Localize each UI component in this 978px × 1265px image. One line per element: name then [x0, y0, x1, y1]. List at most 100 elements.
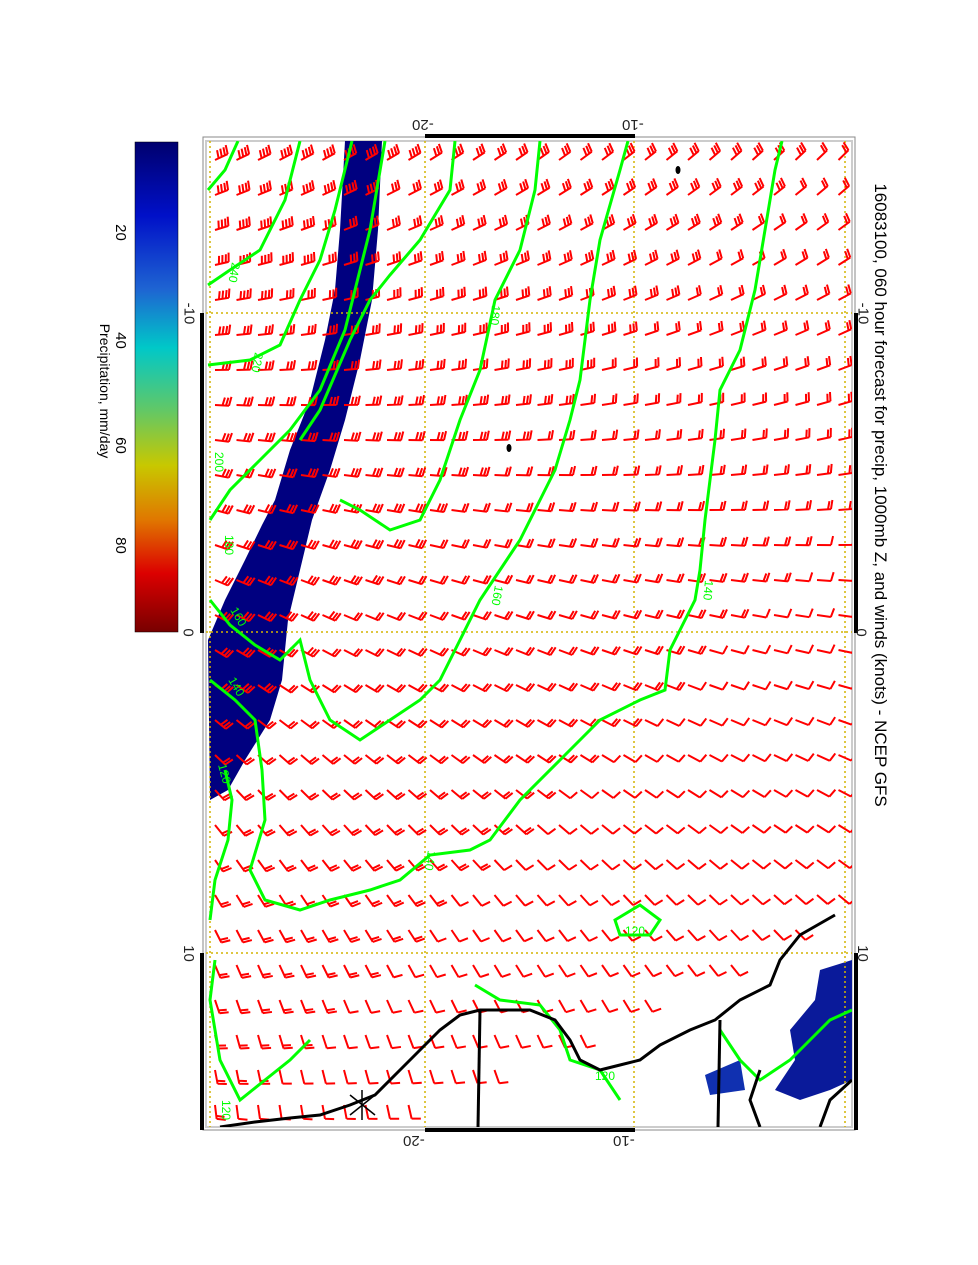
wind-barb — [236, 360, 254, 371]
wind-barb — [343, 859, 362, 872]
small-island-2 — [506, 444, 512, 452]
wind-barb — [687, 177, 701, 196]
wind-barb — [386, 611, 407, 622]
wind-barb — [472, 611, 492, 621]
wind-barb — [494, 358, 510, 371]
wind-barb — [494, 610, 514, 621]
wind-barb — [838, 355, 852, 371]
wind-barb — [773, 859, 793, 870]
wind-barb — [816, 824, 837, 834]
wind-barb — [235, 789, 255, 802]
wind-barb — [235, 1034, 250, 1050]
wind-barb — [451, 394, 468, 406]
wind-barb — [752, 536, 770, 547]
contour-label: 240 — [226, 261, 243, 283]
wind-barb — [537, 250, 552, 266]
wind-barb — [773, 824, 793, 834]
wind-barb — [838, 499, 852, 511]
wind-barb — [644, 964, 663, 978]
wind-barb — [537, 610, 557, 621]
wind-barb — [751, 142, 764, 161]
wind-barb — [644, 142, 657, 161]
wind-barb — [601, 178, 615, 196]
wind-barb — [235, 754, 255, 766]
wind-barb — [429, 789, 449, 800]
wind-barb — [730, 428, 747, 441]
wind-barb — [558, 929, 577, 943]
wind-barb — [623, 609, 643, 620]
wind-barb — [751, 789, 772, 798]
wind-barb — [773, 680, 793, 691]
wind-barb — [300, 1069, 314, 1085]
wind-barb — [451, 430, 469, 441]
wind-barb — [472, 824, 492, 836]
wind-barb — [257, 719, 277, 730]
wind-barb — [429, 322, 445, 336]
wind-barb — [364, 894, 383, 908]
wind-barb — [623, 717, 643, 728]
wind-barb — [408, 647, 428, 657]
wind-barb — [666, 357, 682, 371]
wind-barb — [795, 789, 815, 798]
wind-barb — [472, 502, 491, 513]
wind-barb — [214, 180, 230, 196]
wind-barb — [451, 539, 470, 549]
wind-barb — [235, 894, 253, 908]
wind-barb — [236, 288, 252, 301]
wind-barb — [665, 178, 679, 196]
wind-barb — [644, 249, 659, 266]
wind-barb — [752, 608, 771, 619]
colorbar — [134, 141, 179, 633]
wind-barb — [558, 465, 577, 477]
wind-barb — [558, 357, 574, 371]
wind-barb — [794, 213, 808, 231]
wind-barb — [300, 359, 318, 371]
wind-barb — [451, 250, 466, 266]
wind-barb — [708, 859, 729, 870]
wind-barb — [300, 503, 320, 514]
precip-coast — [775, 960, 852, 1100]
wind-barb — [450, 754, 471, 765]
wind-barb — [838, 607, 852, 618]
wind-barb — [343, 1069, 357, 1085]
wind-barb — [752, 464, 769, 476]
wind-barb — [494, 538, 513, 549]
wind-barb — [343, 612, 364, 622]
wind-barb — [279, 396, 297, 407]
wind-barb — [795, 716, 815, 726]
wind-barb — [279, 611, 299, 622]
wind-barb — [558, 574, 578, 584]
wind-barb — [837, 248, 852, 266]
wind-barb — [773, 356, 789, 371]
wind-barb — [214, 360, 232, 371]
wind-barb — [472, 322, 488, 336]
wind-barb — [429, 394, 447, 406]
graticule — [206, 141, 852, 1127]
wind-barb — [343, 824, 362, 837]
wind-barb — [365, 215, 380, 231]
wind-barb — [429, 503, 449, 514]
wind-barb — [773, 500, 791, 511]
wind-barb — [601, 501, 620, 512]
wind-barb — [450, 824, 470, 836]
wind-barb — [730, 644, 750, 655]
wind-barb — [386, 143, 401, 161]
wind-barb — [580, 214, 594, 231]
lon-tick-top: -20 — [412, 116, 434, 133]
wind-barb — [257, 504, 277, 515]
wind-barb — [300, 251, 316, 266]
wind-barb — [278, 684, 299, 694]
wind-barb — [472, 575, 492, 585]
lat-tick-left: 0 — [179, 628, 197, 637]
wind-barb — [321, 1034, 337, 1050]
wind-barb — [214, 144, 229, 161]
wind-barb — [386, 575, 406, 586]
wind-barb — [537, 394, 554, 406]
wind-barb — [666, 537, 685, 548]
wind-barb — [300, 789, 320, 801]
wind-barb — [472, 754, 492, 764]
wind-barb — [580, 537, 599, 548]
wind-barb — [794, 894, 815, 906]
wind-barb — [407, 824, 427, 836]
